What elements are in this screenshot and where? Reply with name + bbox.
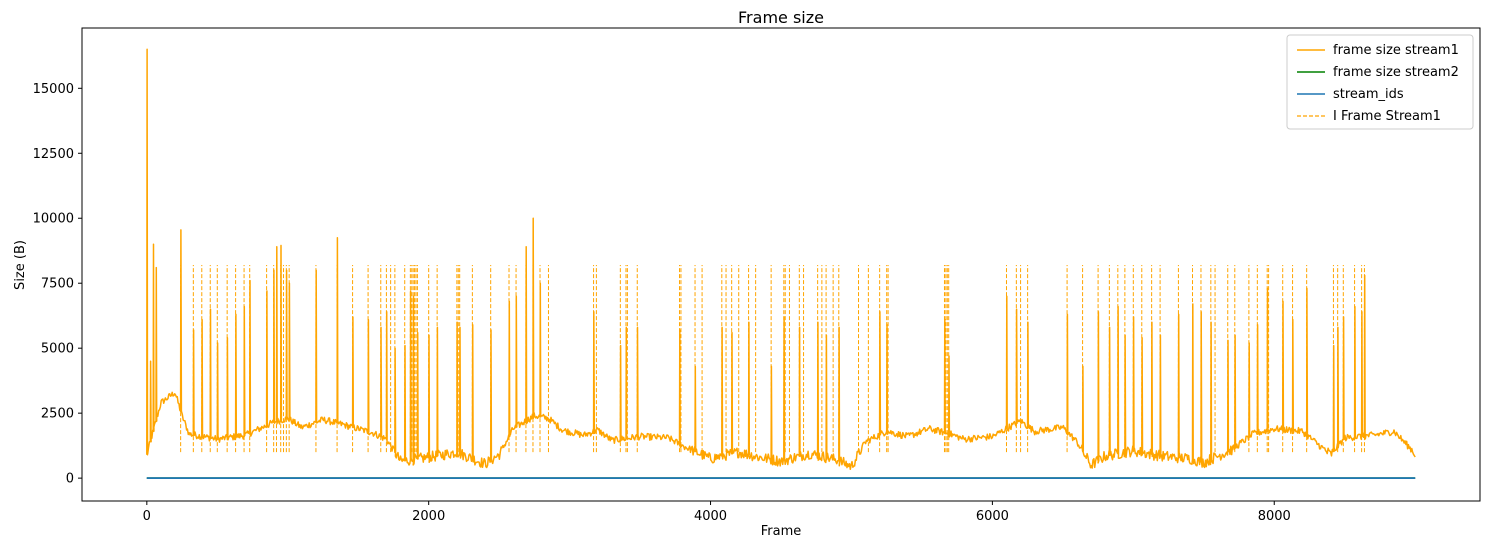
legend-label-stream2: frame size stream2 bbox=[1333, 65, 1459, 80]
x-axis-title: Frame bbox=[761, 524, 802, 539]
legend-label-stream1: frame size stream1 bbox=[1333, 43, 1459, 58]
x-tick-label: 8000 bbox=[1258, 509, 1291, 524]
y-tick-label: 5000 bbox=[41, 342, 74, 357]
y-tick-label: 0 bbox=[66, 472, 74, 487]
plot-frame bbox=[81, 27, 1481, 502]
y-tick-label: 10000 bbox=[33, 212, 74, 227]
y-tick-label: 2500 bbox=[41, 407, 74, 422]
x-axis: 0 2000 4000 6000 8000 bbox=[143, 501, 1291, 524]
y-axis: 0 2500 5000 7500 10000 12500 15000 bbox=[33, 82, 82, 487]
legend: frame size stream1 frame size stream2 st… bbox=[1286, 34, 1474, 130]
x-tick-label: 4000 bbox=[694, 509, 727, 524]
y-axis-title: Size (B) bbox=[13, 240, 28, 290]
x-tick-label: 2000 bbox=[412, 509, 445, 524]
x-tick-label: 6000 bbox=[976, 509, 1009, 524]
plot-area bbox=[146, 48, 1416, 480]
y-tick-label: 12500 bbox=[33, 147, 74, 162]
legend-label-stream-ids: stream_ids bbox=[1333, 87, 1404, 102]
chart-title: Frame size bbox=[738, 8, 824, 27]
y-tick-label: 15000 bbox=[33, 82, 74, 97]
x-tick-label: 0 bbox=[143, 509, 151, 524]
series-frame-size-stream1 bbox=[146, 48, 1416, 471]
legend-label-iframe: I Frame Stream1 bbox=[1333, 109, 1441, 124]
y-tick-label: 7500 bbox=[41, 277, 74, 292]
legend-box bbox=[1286, 34, 1474, 130]
